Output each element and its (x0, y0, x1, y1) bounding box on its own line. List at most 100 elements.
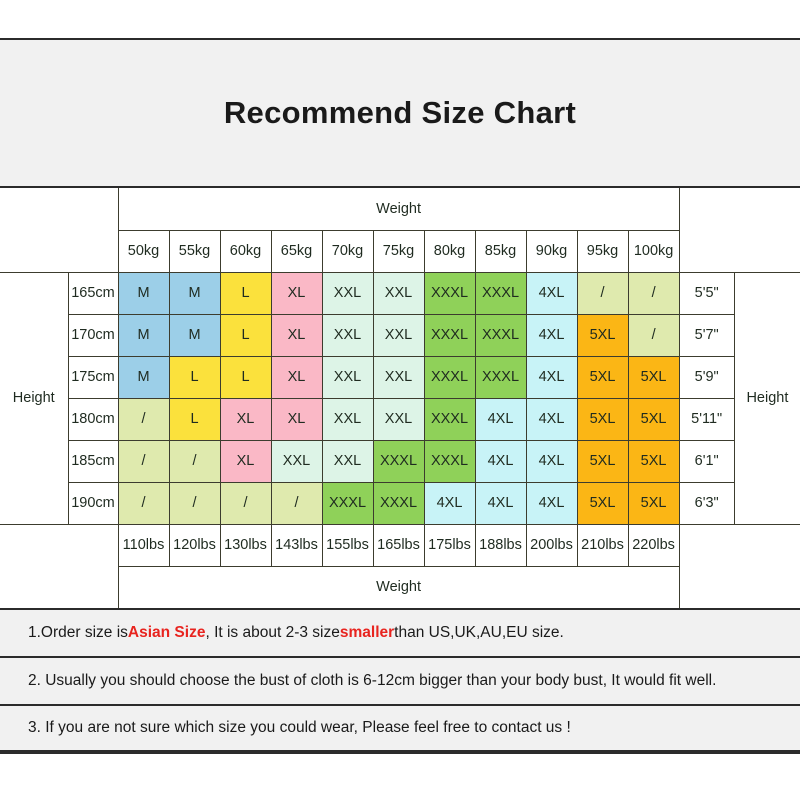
size-cell-r6-c4: / (270, 481, 323, 525)
weight-lbs-4: 143lbs (270, 523, 323, 567)
height-cm-1: 165cm (67, 271, 119, 315)
weight-lbs-8: 188lbs (474, 523, 527, 567)
weight-kg-row: 50kg 55kg 60kg 65kg 70kg 75kg 80kg 85kg 90kg 95kg… (0, 229, 800, 273)
size-cell-r5-c8: 4XL (474, 439, 527, 483)
spacer-right-bottom (678, 523, 800, 608)
size-cell-r6-c5: XXXL (321, 481, 374, 525)
note-item: 2. Usually you should choose the bust of… (0, 656, 800, 704)
note-highlight: Asian Size (127, 624, 206, 641)
note-text: than US,UK,AU,EU size. (394, 624, 564, 641)
weight-lbs-1: 110lbs (117, 523, 170, 567)
size-cell-r3-c2: L (168, 355, 221, 399)
height-ft-4: 5'11" (678, 397, 735, 441)
size-cell-r6-c7: 4XL (423, 481, 476, 525)
table-row: Height 165cm M M L XL XXL XXL XXXL XXXL 4XL //5'5" H… (0, 271, 800, 525)
size-cell-r2-c11: / (627, 313, 680, 357)
size-cell-r1-c5: XXL (321, 271, 374, 315)
size-cell-r5-c11: 5XL (627, 439, 680, 483)
note-highlight: smaller (339, 624, 395, 641)
height-ft-6: 6'3" (678, 481, 735, 525)
weight-lbs-9: 200lbs (525, 523, 578, 567)
size-cell-r6-c11: 5XL (627, 481, 680, 525)
weight-kg-4: 65kg (270, 229, 323, 273)
size-cell-r6-c6: XXXL (372, 481, 425, 525)
size-cell-r1-c4: XL (270, 271, 323, 315)
height-cm-2: 170cm (67, 313, 119, 357)
size-cell-r6-c1: / (117, 481, 170, 525)
height-ft-2: 5'7" (678, 313, 735, 357)
page-title: Recommend Size Chart (223, 95, 577, 130)
size-cell-r5-c1: / (117, 439, 170, 483)
size-cell-r3-c6: XXL (372, 355, 425, 399)
size-cell-r3-c11: 5XL (627, 355, 680, 399)
size-cell-r4-c6: XXL (372, 397, 425, 441)
spacer-left (0, 188, 119, 273)
size-cell-r3-c4: XL (270, 355, 323, 399)
size-cell-r3-c8: XXXL (474, 355, 527, 399)
size-cell-r1-c6: XXL (372, 271, 425, 315)
size-cell-r4-c9: 4XL (525, 397, 578, 441)
size-cell-r3-c5: XXL (321, 355, 374, 399)
size-cell-r6-c9: 4XL (525, 481, 578, 525)
size-cell-r4-c2: L (168, 397, 221, 441)
size-cell-r5-c6: XXXL (372, 439, 425, 483)
weight-kg-5: 70kg (321, 229, 374, 273)
weight-lbs-6: 165lbs (372, 523, 425, 567)
table-row: 170cm M M L XL XXL XXL XXXL XXXL 4XL 5XL/5'7" (0, 313, 800, 357)
weight-header-row: Weight (0, 188, 800, 273)
size-cell-r6-c3: / (219, 481, 272, 525)
size-cell-r4-c4: XL (270, 397, 323, 441)
weight-lbs-10: 210lbs (576, 523, 629, 567)
weight-kg-8: 85kg (474, 229, 527, 273)
size-cell-r2-c6: XXL (372, 313, 425, 357)
size-cell-r1-c8: XXXL (474, 271, 527, 315)
notes-section: 1.Order size is Asian Size, It is about … (0, 608, 800, 752)
size-cell-r5-c4: XXL (270, 439, 323, 483)
size-cell-r2-c4: XL (270, 313, 323, 357)
weight-kg-7: 80kg (423, 229, 476, 273)
weight-lbs-2: 120lbs (168, 523, 221, 567)
weight-lbs-row: 110lbs 120lbs 130lbs 143lbs 155lbs 165lbs 175l… (0, 523, 800, 608)
size-cell-r5-c2: / (168, 439, 221, 483)
size-chart-container: Recommend Size Chart Weight 50kg 55kg 60kg 6… (0, 38, 800, 754)
title-band: Recommend Size Chart (0, 40, 800, 188)
size-cell-r4-c10: 5XL (576, 397, 629, 441)
height-ft-5: 6'1" (678, 439, 735, 483)
size-cell-r1-c7: XXXL (423, 271, 476, 315)
size-cell-r2-c2: M (168, 313, 221, 357)
table-row: 175cm M L L XL XXL XXL XXXL XXXL 4XL 5XL 5XL 5'9" (0, 355, 800, 399)
weight-kg-3: 60kg (219, 229, 272, 273)
weight-kg-6: 75kg (372, 229, 425, 273)
weight-header-top: Weight (117, 188, 680, 231)
height-cm-3: 175cm (67, 355, 119, 399)
size-cell-r2-c9: 4XL (525, 313, 578, 357)
size-cell-r5-c3: XL (219, 439, 272, 483)
size-cell-r4-c1: / (117, 397, 170, 441)
size-cell-r1-c11: / (627, 271, 680, 315)
size-cell-r6-c8: 4XL (474, 481, 527, 525)
size-cell-r4-c7: XXXL (423, 397, 476, 441)
note-item: 1.Order size is Asian Size, It is about … (0, 608, 800, 656)
note-text: 3. If you are not sure which size you co… (28, 719, 571, 736)
size-cell-r3-c7: XXXL (423, 355, 476, 399)
size-cell-r1-c1: M (117, 271, 170, 315)
height-label-left: Height (0, 271, 69, 525)
weight-header-bottom: Weight (117, 565, 680, 608)
size-cell-r1-c3: L (219, 271, 272, 315)
note-text: , It is about 2-3 size (205, 624, 340, 641)
size-cell-r2-c10: 5XL (576, 313, 629, 357)
size-cell-r6-c2: / (168, 481, 221, 525)
note-text: 2. Usually you should choose the bust of… (28, 672, 717, 689)
weight-kg-11: 100kg (627, 229, 680, 273)
weight-lbs-11: 220lbs (627, 523, 680, 567)
size-cell-r4-c8: 4XL (474, 397, 527, 441)
weight-kg-10: 95kg (576, 229, 629, 273)
size-cell-r5-c7: XXXL (423, 439, 476, 483)
note-item: 3. If you are not sure which size you co… (0, 704, 800, 752)
size-cell-r2-c1: M (117, 313, 170, 357)
size-cell-r5-c9: 4XL (525, 439, 578, 483)
height-ft-1: 5'5" (678, 271, 735, 315)
size-cell-r5-c5: XXL (321, 439, 374, 483)
weight-footer-row: Weight (0, 565, 800, 608)
